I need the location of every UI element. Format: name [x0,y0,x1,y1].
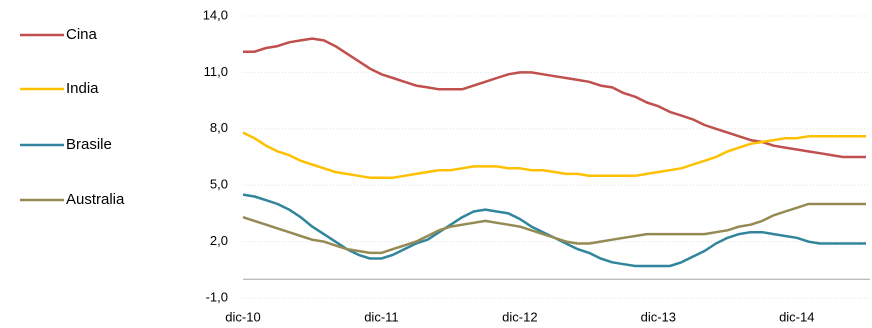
series-line [242,131,866,179]
legend-label: Australia [66,191,125,208]
y-tick-label: 14,0 [203,7,228,22]
legend-label: Cina [66,26,98,43]
x-tick-label: dic-13 [641,309,676,324]
legend-label: India [66,80,99,97]
y-tick-label: 2,0 [210,233,228,248]
series-line [242,193,866,268]
x-tick-label: dic-12 [502,309,537,324]
x-tick-label: dic-14 [779,309,814,324]
x-tick-label: dic-11 [364,309,398,324]
series-line [242,202,866,255]
y-tick-label: 8,0 [210,120,228,135]
legend-label: Brasile [66,136,112,153]
y-tick-label: 11,0 [204,64,228,79]
y-tick-label: 5,0 [210,177,228,192]
y-tick-label: -1,0 [206,289,228,304]
legend: Cina India Brasile Australia [20,26,125,208]
x-tick-label: dic-10 [225,309,260,324]
